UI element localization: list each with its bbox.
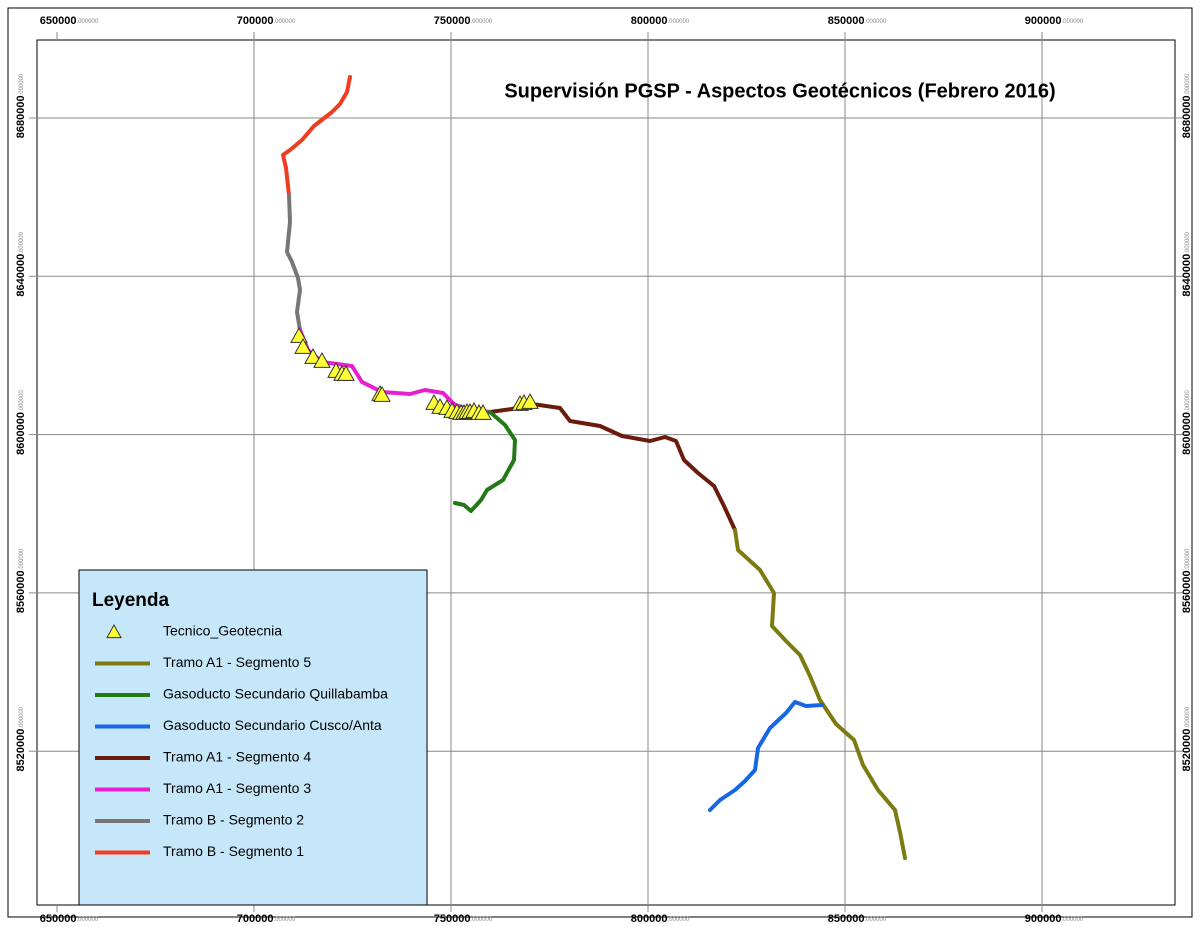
coord-label: 700000.000000 bbox=[237, 913, 296, 925]
tramo-a1-seg4 bbox=[488, 402, 737, 532]
tramo-b-seg2 bbox=[285, 193, 302, 332]
coord-decimals: .000000 bbox=[19, 548, 25, 570]
geotech-point bbox=[474, 403, 492, 420]
coord-main: 8600000 bbox=[1181, 412, 1193, 455]
coord-label: 850000.000000 bbox=[828, 15, 887, 27]
coord-label: 8560000.000000 bbox=[15, 548, 27, 613]
coord-decimals: .000000 bbox=[1062, 19, 1084, 25]
coord-main: 8560000 bbox=[1181, 570, 1193, 613]
coord-label: 900000.000000 bbox=[1025, 15, 1084, 27]
coord-decimals: .000000 bbox=[1185, 548, 1191, 570]
coord-decimals: .000000 bbox=[471, 19, 493, 25]
geotech-point bbox=[521, 392, 539, 409]
coord-main: 8640000 bbox=[1181, 254, 1193, 297]
geotech-point bbox=[337, 364, 355, 381]
outer-border bbox=[7, 7, 1193, 918]
coord-label: 8680000.000000 bbox=[1181, 73, 1193, 138]
coord-label: 8520000.000000 bbox=[1181, 706, 1193, 771]
coord-label: 8640000.000000 bbox=[15, 231, 27, 296]
coord-decimals: .000000 bbox=[1185, 231, 1191, 253]
coord-label: 650000.000000 bbox=[40, 913, 99, 925]
coord-label: 800000.000000 bbox=[631, 913, 690, 925]
tramo-a1-seg5 bbox=[733, 528, 907, 860]
legend: Tecnico_Geotecnia Tramo A1 - Segmento 5 Ga… bbox=[95, 623, 388, 859]
coord-main: 700000 bbox=[237, 913, 274, 925]
tramo-b-seg1 bbox=[281, 75, 352, 197]
legend-label: Tramo A1 - Segmento 3 bbox=[163, 780, 311, 796]
geotech-point bbox=[304, 347, 322, 364]
coord-main: 650000 bbox=[40, 15, 77, 27]
coord-decimals: .000000 bbox=[1062, 917, 1084, 923]
coord-main: 900000 bbox=[1025, 15, 1062, 27]
coord-main: 8600000 bbox=[15, 412, 27, 455]
coord-main: 800000 bbox=[631, 913, 668, 925]
geotech-point bbox=[373, 385, 391, 402]
coord-label: 8600000.000000 bbox=[15, 390, 27, 455]
coord-decimals: .000000 bbox=[19, 73, 25, 95]
coord-decimals: .000000 bbox=[274, 917, 296, 923]
legend-title: Leyenda bbox=[92, 590, 170, 611]
coord-label: 8680000.000000 bbox=[15, 73, 27, 138]
coord-label: 8600000.000000 bbox=[1181, 390, 1193, 455]
coord-main: 8640000 bbox=[15, 254, 27, 297]
coord-main: 700000 bbox=[237, 15, 274, 27]
legend-box bbox=[78, 569, 428, 906]
coord-label: 650000.000000 bbox=[40, 15, 99, 27]
coord-main: 8520000 bbox=[15, 729, 27, 772]
coord-decimals: .000000 bbox=[19, 231, 25, 253]
coord-decimals: .000000 bbox=[1185, 390, 1191, 412]
gasoducto-quillabamba bbox=[453, 410, 517, 513]
coord-decimals: .000000 bbox=[77, 917, 99, 923]
coord-main: 8520000 bbox=[1181, 729, 1193, 772]
map-title: Supervisión PGSP - Aspectos Geotécnicos … bbox=[504, 80, 1055, 102]
coord-main: 800000 bbox=[631, 15, 668, 27]
legend-label: Tecnico_Geotecnia bbox=[163, 623, 282, 639]
geotech-point bbox=[106, 623, 122, 639]
legend-label: Tramo A1 - Segmento 4 bbox=[163, 749, 311, 765]
coord-main: 8560000 bbox=[15, 570, 27, 613]
coord-decimals: .000000 bbox=[1185, 73, 1191, 95]
coord-decimals: .000000 bbox=[1185, 706, 1191, 728]
coord-label: 850000.000000 bbox=[828, 913, 887, 925]
coord-main: 750000 bbox=[434, 15, 471, 27]
geotech-point bbox=[313, 351, 331, 368]
coord-decimals: .000000 bbox=[19, 390, 25, 412]
coord-main: 8680000 bbox=[1181, 95, 1193, 138]
coord-label: 8640000.000000 bbox=[1181, 231, 1193, 296]
coord-decimals: .000000 bbox=[274, 19, 296, 25]
coord-label: 700000.000000 bbox=[237, 15, 296, 27]
coord-decimals: .000000 bbox=[19, 706, 25, 728]
coord-main: 850000 bbox=[828, 913, 865, 925]
coord-main: 850000 bbox=[828, 15, 865, 27]
legend-label: Tramo B - Segmento 1 bbox=[163, 843, 304, 859]
coord-decimals: .000000 bbox=[471, 917, 493, 923]
coord-main: 900000 bbox=[1025, 913, 1062, 925]
coord-main: 8680000 bbox=[15, 95, 27, 138]
legend-label: Gasoducto Secundario Cusco/Anta bbox=[163, 717, 382, 733]
coord-label: 900000.000000 bbox=[1025, 913, 1084, 925]
coord-decimals: .000000 bbox=[865, 917, 887, 923]
coord-decimals: .000000 bbox=[668, 917, 690, 923]
coord-label: 8520000.000000 bbox=[15, 706, 27, 771]
coord-label: 750000.000000 bbox=[434, 913, 493, 925]
points bbox=[290, 326, 539, 420]
coord-main: 750000 bbox=[434, 913, 471, 925]
coord-label: 750000.000000 bbox=[434, 15, 493, 27]
legend-label: Tramo A1 - Segmento 5 bbox=[163, 654, 311, 670]
coord-label: 8560000.000000 bbox=[1181, 548, 1193, 613]
coord-decimals: .000000 bbox=[668, 19, 690, 25]
coord-main: 650000 bbox=[40, 913, 77, 925]
legend-label: Gasoducto Secundario Quillabamba bbox=[163, 686, 388, 702]
geotech-point bbox=[294, 337, 312, 354]
legend-label: Tramo B - Segmento 2 bbox=[163, 812, 304, 828]
coord-decimals: .000000 bbox=[77, 19, 99, 25]
coord-label: 800000.000000 bbox=[631, 15, 690, 27]
coord-decimals: .000000 bbox=[865, 19, 887, 25]
gasoducto-cusco-anta bbox=[708, 700, 824, 812]
